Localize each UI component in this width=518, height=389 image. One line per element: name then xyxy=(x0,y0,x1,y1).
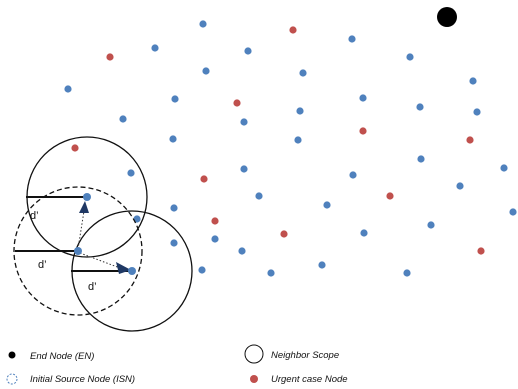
sensor-node xyxy=(151,44,159,52)
legend-neighbor-scope-label: Neighbor Scope xyxy=(271,350,339,361)
sensor-node xyxy=(199,20,207,28)
node-bottom-scope xyxy=(128,267,136,275)
legend-end-node-label: End Node (EN) xyxy=(30,351,94,362)
sensor-node xyxy=(318,261,326,269)
sensor-nodes xyxy=(64,20,517,277)
sensor-node xyxy=(170,239,178,247)
sensor-node xyxy=(417,155,425,163)
urgent-case-node xyxy=(233,99,241,107)
sensor-node xyxy=(255,192,263,200)
distance-label-middle: d’ xyxy=(38,259,47,271)
legend: End Node (EN) Initial Source Node (ISN) … xyxy=(6,344,348,385)
arrowhead-right-icon xyxy=(116,262,131,274)
legend-urgent-node-label: Urgent case Node xyxy=(271,374,348,385)
path-to-bottom-node xyxy=(79,252,121,269)
sensor-node xyxy=(348,35,356,43)
distance-label-top: d’ xyxy=(30,210,39,222)
urgent-case-node xyxy=(386,192,394,200)
sensor-node xyxy=(211,235,219,243)
sensor-node xyxy=(456,182,464,190)
sensor-node xyxy=(170,204,178,212)
sensor-node xyxy=(240,118,248,126)
legend-urgent-node-icon xyxy=(250,375,258,383)
sensor-node xyxy=(427,221,435,229)
sensor-node xyxy=(500,164,508,172)
urgent-case-node xyxy=(280,230,288,238)
sensor-node xyxy=(202,67,210,75)
sensor-node xyxy=(238,247,246,255)
path-to-top-node xyxy=(77,210,85,250)
sensor-node xyxy=(360,229,368,237)
urgent-case-node xyxy=(200,175,208,183)
sensor-node xyxy=(473,108,481,116)
legend-end-node-icon xyxy=(8,351,16,359)
sensor-node xyxy=(296,107,304,115)
sensor-node xyxy=(64,85,72,93)
sensor-node xyxy=(127,169,135,177)
legend-isn-label: Initial Source Node (ISN) xyxy=(30,374,135,385)
urgent-case-node xyxy=(106,53,114,61)
urgent-case-node xyxy=(211,217,219,225)
sensor-node xyxy=(198,266,206,274)
urgent-case-node xyxy=(289,26,297,34)
sensor-node xyxy=(323,201,331,209)
sensor-node xyxy=(299,69,307,77)
urgent-case-node xyxy=(477,247,485,255)
node-isn xyxy=(74,247,82,255)
sensor-node xyxy=(406,53,414,61)
urgent-case-node xyxy=(359,127,367,135)
end-node xyxy=(437,7,457,27)
sensor-node xyxy=(244,47,252,55)
urgent-case-node xyxy=(466,136,474,144)
sensor-node xyxy=(359,94,367,102)
sensor-node xyxy=(469,77,477,85)
arrowhead-up-icon xyxy=(79,201,89,213)
legend-neighbor-scope-icon xyxy=(244,344,264,364)
sensor-node xyxy=(133,215,141,223)
sensor-node xyxy=(171,95,179,103)
sensor-node xyxy=(349,171,357,179)
distance-label-bottom: d’ xyxy=(88,281,97,293)
sensor-node xyxy=(240,165,248,173)
sensor-node xyxy=(509,208,517,216)
sensor-node xyxy=(267,269,275,277)
sensor-node xyxy=(169,135,177,143)
sensor-node xyxy=(416,103,424,111)
sensor-node xyxy=(294,136,302,144)
sensor-node xyxy=(119,115,127,123)
legend-isn-icon xyxy=(6,373,18,385)
node-top-scope xyxy=(83,193,91,201)
sensor-node xyxy=(403,269,411,277)
urgent-case-node xyxy=(71,144,79,152)
isn-scope-circle-dashed xyxy=(13,186,143,316)
